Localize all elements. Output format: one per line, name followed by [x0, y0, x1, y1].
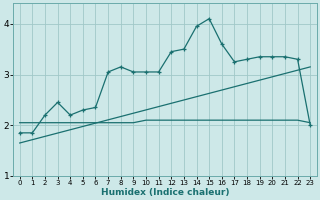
- X-axis label: Humidex (Indice chaleur): Humidex (Indice chaleur): [101, 188, 229, 197]
